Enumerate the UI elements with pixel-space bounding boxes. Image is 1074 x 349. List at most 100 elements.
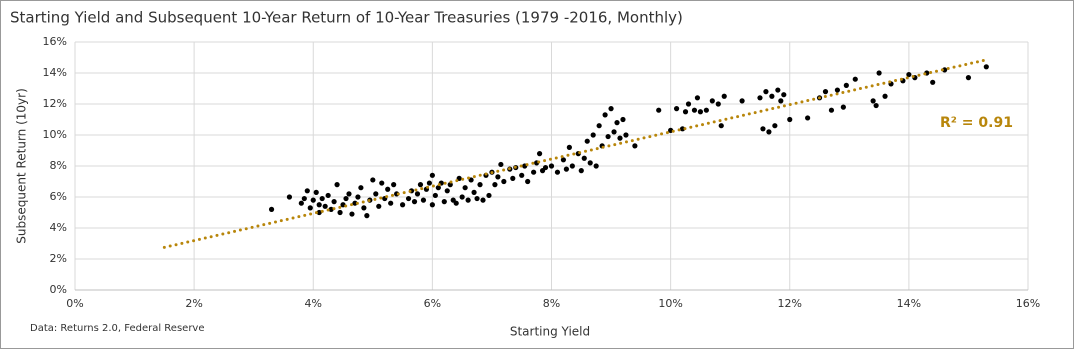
- x-tick-label: 12%: [778, 297, 802, 310]
- point: [673, 106, 680, 112]
- point: [298, 200, 304, 206]
- point: [536, 151, 543, 157]
- point: [596, 123, 602, 129]
- point: [405, 195, 412, 202]
- point: [322, 203, 328, 209]
- point: [721, 93, 727, 99]
- point: [316, 202, 322, 208]
- point: [593, 163, 599, 169]
- y-tick-label: 16%: [43, 35, 67, 48]
- point: [486, 192, 492, 199]
- point: [519, 172, 525, 178]
- point: [510, 175, 516, 181]
- point: [757, 95, 763, 101]
- point: [930, 79, 936, 85]
- point: [581, 155, 587, 161]
- point: [498, 161, 504, 168]
- point: [632, 143, 638, 149]
- y-tick-label: 12%: [43, 97, 67, 110]
- point: [560, 157, 567, 163]
- point: [554, 169, 561, 175]
- point: [480, 197, 486, 203]
- point: [778, 98, 784, 104]
- point: [391, 182, 397, 188]
- y-tick-label: 2%: [50, 252, 67, 265]
- point: [718, 123, 724, 129]
- point: [304, 188, 310, 194]
- point: [301, 195, 307, 202]
- point: [462, 185, 468, 191]
- point: [492, 182, 498, 188]
- point: [965, 75, 972, 81]
- point: [694, 95, 701, 101]
- point: [590, 132, 596, 138]
- y-tick-label: 10%: [43, 128, 67, 141]
- point: [569, 163, 575, 169]
- point: [566, 144, 572, 150]
- point: [310, 197, 316, 203]
- point: [682, 109, 689, 115]
- point: [471, 189, 477, 195]
- point: [364, 213, 370, 219]
- x-axis-label: Starting Yield: [510, 325, 590, 339]
- point: [361, 205, 367, 211]
- point: [435, 185, 441, 191]
- point: [331, 199, 337, 205]
- x-tick-label: 6%: [424, 297, 441, 310]
- point: [548, 163, 555, 169]
- point: [399, 202, 406, 208]
- point: [417, 182, 424, 188]
- x-tick-label: 4%: [305, 297, 322, 310]
- point: [983, 64, 989, 70]
- point: [775, 87, 781, 93]
- point: [709, 98, 715, 104]
- point: [942, 67, 948, 73]
- point: [602, 112, 608, 118]
- point: [477, 182, 483, 188]
- x-tick-label: 10%: [658, 297, 682, 310]
- trendline: [162, 58, 988, 249]
- y-axis-label: Subsequent Return (10yr): [15, 88, 29, 244]
- point: [411, 199, 418, 205]
- point: [870, 98, 876, 104]
- point: [444, 188, 450, 194]
- point: [286, 194, 293, 200]
- point: [772, 123, 778, 129]
- point: [525, 178, 531, 185]
- point: [620, 116, 626, 123]
- point: [349, 211, 355, 217]
- x-tick-label: 8%: [543, 297, 560, 310]
- point: [906, 71, 912, 78]
- source-note: Data: Returns 2.0, Federal Reserve: [30, 323, 205, 334]
- y-tick-label: 6%: [50, 190, 67, 203]
- point: [325, 192, 331, 199]
- point: [691, 107, 698, 113]
- point: [882, 93, 888, 99]
- point: [474, 195, 480, 202]
- point: [843, 82, 849, 88]
- point: [822, 89, 829, 95]
- point: [388, 200, 394, 206]
- point: [501, 178, 507, 185]
- point: [307, 205, 313, 211]
- point: [617, 135, 623, 141]
- point: [697, 109, 704, 115]
- point: [542, 164, 549, 171]
- point: [685, 101, 692, 107]
- point: [316, 209, 322, 216]
- point: [876, 70, 882, 76]
- y-tick-label: 0%: [50, 283, 67, 296]
- point: [656, 107, 662, 113]
- point: [346, 191, 352, 197]
- point: [805, 115, 811, 121]
- point: [852, 76, 858, 82]
- point: [787, 116, 793, 123]
- point: [432, 192, 438, 199]
- point: [840, 104, 846, 110]
- x-tick-label: 14%: [897, 297, 921, 310]
- point: [337, 209, 343, 216]
- point: [334, 182, 340, 188]
- point: [495, 174, 501, 180]
- x-tick-label: 0%: [66, 297, 83, 310]
- point: [781, 92, 787, 98]
